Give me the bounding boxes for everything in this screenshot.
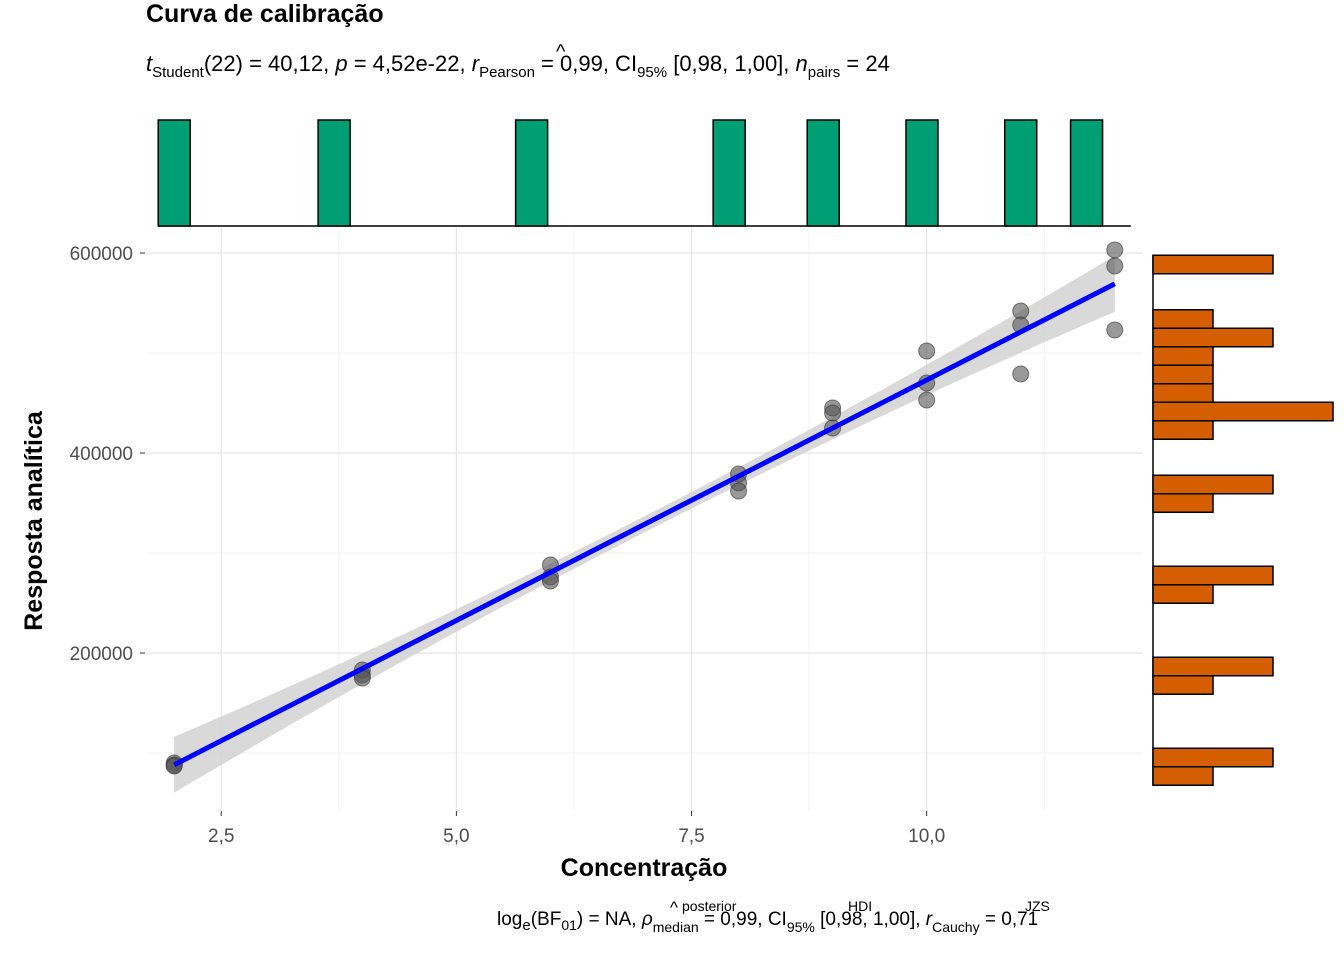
y-axis-label: Resposta analítica	[20, 410, 48, 631]
data-point	[1012, 365, 1030, 383]
data-point	[918, 391, 936, 409]
y-hist-bar	[1152, 383, 1214, 403]
x-hist-bar	[157, 119, 191, 227]
x-hist-bar	[317, 119, 351, 227]
y-hist-bar	[1152, 327, 1274, 348]
chart-title: Curva de calibração	[146, 0, 384, 28]
y-hist-bar	[1152, 493, 1214, 513]
data-point	[824, 404, 842, 422]
axes-layer: 2,5 5,0 7,5 10,0 200000 400000 600000	[70, 244, 946, 847]
y-tick-label: 200000	[70, 644, 133, 665]
data-point	[730, 482, 748, 500]
x-hist-bar	[712, 119, 746, 227]
y-hist-bar	[1152, 675, 1214, 695]
y-tick-label: 600000	[70, 244, 133, 265]
y-hist-bar	[1152, 766, 1214, 786]
x-hist-bar	[806, 119, 840, 227]
regression-line	[173, 281, 1116, 768]
y-hist-bar	[1152, 565, 1274, 586]
caption-rc-sup: JZS	[1025, 898, 1050, 914]
data-point	[1106, 321, 1124, 339]
y-marginal-histogram	[1152, 254, 1334, 786]
y-hist-bar	[1152, 420, 1214, 440]
x-axis-label: Concentração	[561, 854, 728, 882]
fit-line-layer	[173, 281, 1116, 768]
data-point	[1106, 257, 1124, 275]
y-hist-bar	[1152, 254, 1274, 275]
caption-rho-sup: posterior	[682, 898, 737, 914]
data-point	[918, 342, 936, 360]
y-hist-bar	[1152, 401, 1334, 422]
x-hist-bar	[514, 119, 549, 227]
x-tick-label: 7,5	[678, 826, 704, 847]
chart-caption: loge(BF01) = NA, ρmedian = 0,99, CI95% […	[497, 898, 1050, 935]
x-hist-bar	[1003, 119, 1038, 227]
caption-rho-hat: ^	[670, 898, 678, 917]
y-hist-bar	[1152, 474, 1274, 495]
y-tick-label: 400000	[70, 444, 133, 465]
grid-layer	[146, 228, 1143, 810]
x-hist-bar	[1069, 119, 1104, 227]
chart-subtitle: tStudent(22) = 40,12, p = 4,52e-22, rPea…	[146, 51, 890, 81]
subtitle-r-hat: ^	[556, 41, 566, 63]
y-hist-bar	[1152, 364, 1214, 385]
y-hist-bar	[1152, 747, 1274, 768]
y-hist-bar	[1152, 584, 1214, 604]
x-hist-bar	[905, 119, 939, 227]
y-hist-bar	[1152, 309, 1214, 329]
y-hist-bar	[1152, 346, 1214, 366]
x-marginal-histogram	[157, 119, 1131, 227]
svg-text:loge(BF01) = NA, ρmedian = 0,9: loge(BF01) = NA, ρmedian = 0,99, CI95% […	[497, 909, 1038, 935]
y-hist-bar	[1152, 656, 1274, 677]
x-tick-label: 10,0	[908, 826, 945, 847]
x-tick-label: 2,5	[208, 826, 234, 847]
data-point	[1106, 241, 1124, 259]
caption-ci-sup: HDI	[848, 898, 872, 914]
x-tick-label: 5,0	[443, 826, 469, 847]
